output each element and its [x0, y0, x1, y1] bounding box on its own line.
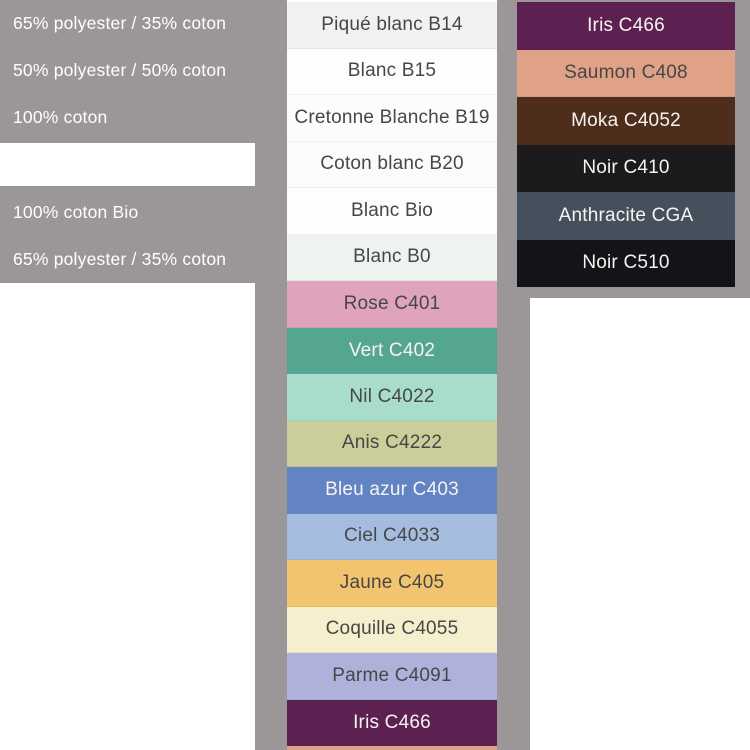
color-swatch-label: Ciel C4033 [344, 525, 440, 547]
color-swatch-label: Blanc B15 [347, 60, 437, 82]
color-swatch-label: Parme C4091 [332, 664, 452, 686]
color-swatch-label: Anthracite CGA [558, 204, 694, 226]
color-swatch-label: Cretonne Blanche B19 [294, 106, 490, 128]
color-swatch-label: Coton blanc B20 [320, 153, 464, 175]
color-swatch[interactable]: Noir C510 [517, 239, 735, 287]
color-swatch[interactable]: Iris C466 [517, 2, 735, 50]
color-swatch-label: Iris C466 [353, 711, 431, 733]
composition-label [0, 143, 255, 186]
color-swatch[interactable]: Coquille C4055 [287, 606, 497, 653]
color-swatch-label: Vert C402 [348, 339, 436, 361]
left-gray-strip [255, 0, 287, 750]
color-swatch[interactable]: Ciel C4033 [287, 513, 497, 560]
color-swatch[interactable]: Blanc Bio [287, 188, 497, 235]
color-swatch[interactable]: Blanc B0 [287, 234, 497, 281]
composition-label: 100% coton Bio [13, 201, 139, 222]
color-swatch[interactable]: Cretonne Blanche B19 [287, 95, 497, 142]
color-swatch-label: Iris C466 [587, 14, 665, 36]
composition-label: 65% polyester / 35% coton [13, 248, 227, 269]
color-swatch-label: Jaune C405 [339, 571, 445, 593]
color-swatch-label: Noir C510 [582, 252, 670, 274]
color-swatch[interactable]: Noir C410 [517, 144, 735, 192]
color-swatch-label: Blanc B0 [353, 246, 431, 268]
color-swatch-label: Moka C4052 [571, 109, 681, 131]
color-swatch-label: Noir C410 [582, 157, 670, 179]
color-swatch[interactable]: Parme C4091 [287, 653, 497, 700]
color-swatch[interactable]: Saumon C408 [517, 49, 735, 97]
color-swatch[interactable]: Bleu azur C403 [287, 467, 497, 514]
swatch-column-main: Piqué blanc B14 Blanc B15 Cretonne Blanc… [287, 2, 497, 746]
color-swatch-label: Saumon C408 [564, 61, 688, 83]
color-swatch[interactable]: Nil C4022 [287, 374, 497, 421]
color-swatch[interactable]: Coton blanc B20 [287, 141, 497, 188]
color-swatch[interactable]: Moka C4052 [517, 97, 735, 145]
composition-label: 65% polyester / 35% coton [13, 13, 227, 34]
color-swatch[interactable]: Jaune C405 [287, 560, 497, 607]
color-swatch-label: Coquille C4055 [325, 618, 459, 640]
color-swatch-label: Anis C4222 [341, 432, 443, 454]
color-swatch[interactable]: Anthracite CGA [517, 192, 735, 240]
color-swatch[interactable]: Piqué blanc B14 [287, 2, 497, 49]
color-swatch-label: Rose C401 [343, 292, 441, 314]
right-gray-strip [497, 298, 530, 750]
color-swatch[interactable]: Blanc B15 [287, 48, 497, 95]
color-swatch-label: Bleu azur C403 [325, 479, 459, 501]
color-swatch[interactable]: Anis C4222 [287, 420, 497, 467]
color-swatch-label: Nil C4022 [349, 385, 435, 407]
next-swatch-sliver [287, 746, 497, 750]
composition-panel: 65% polyester / 35% coton 50% polyester /… [0, 0, 255, 283]
composition-label: 100% coton [13, 107, 108, 128]
color-swatch[interactable]: Iris C466 [287, 699, 497, 746]
color-swatch-label: Blanc Bio [350, 199, 434, 221]
color-swatch[interactable]: Rose C401 [287, 281, 497, 328]
color-swatch[interactable]: Vert C402 [287, 327, 497, 374]
color-swatch-label: Piqué blanc B14 [321, 13, 463, 35]
swatch-column-continued: Iris C466 Saumon C408 Moka C4052 Noir C4… [517, 2, 735, 287]
composition-label: 50% polyester / 50% coton [13, 60, 227, 81]
